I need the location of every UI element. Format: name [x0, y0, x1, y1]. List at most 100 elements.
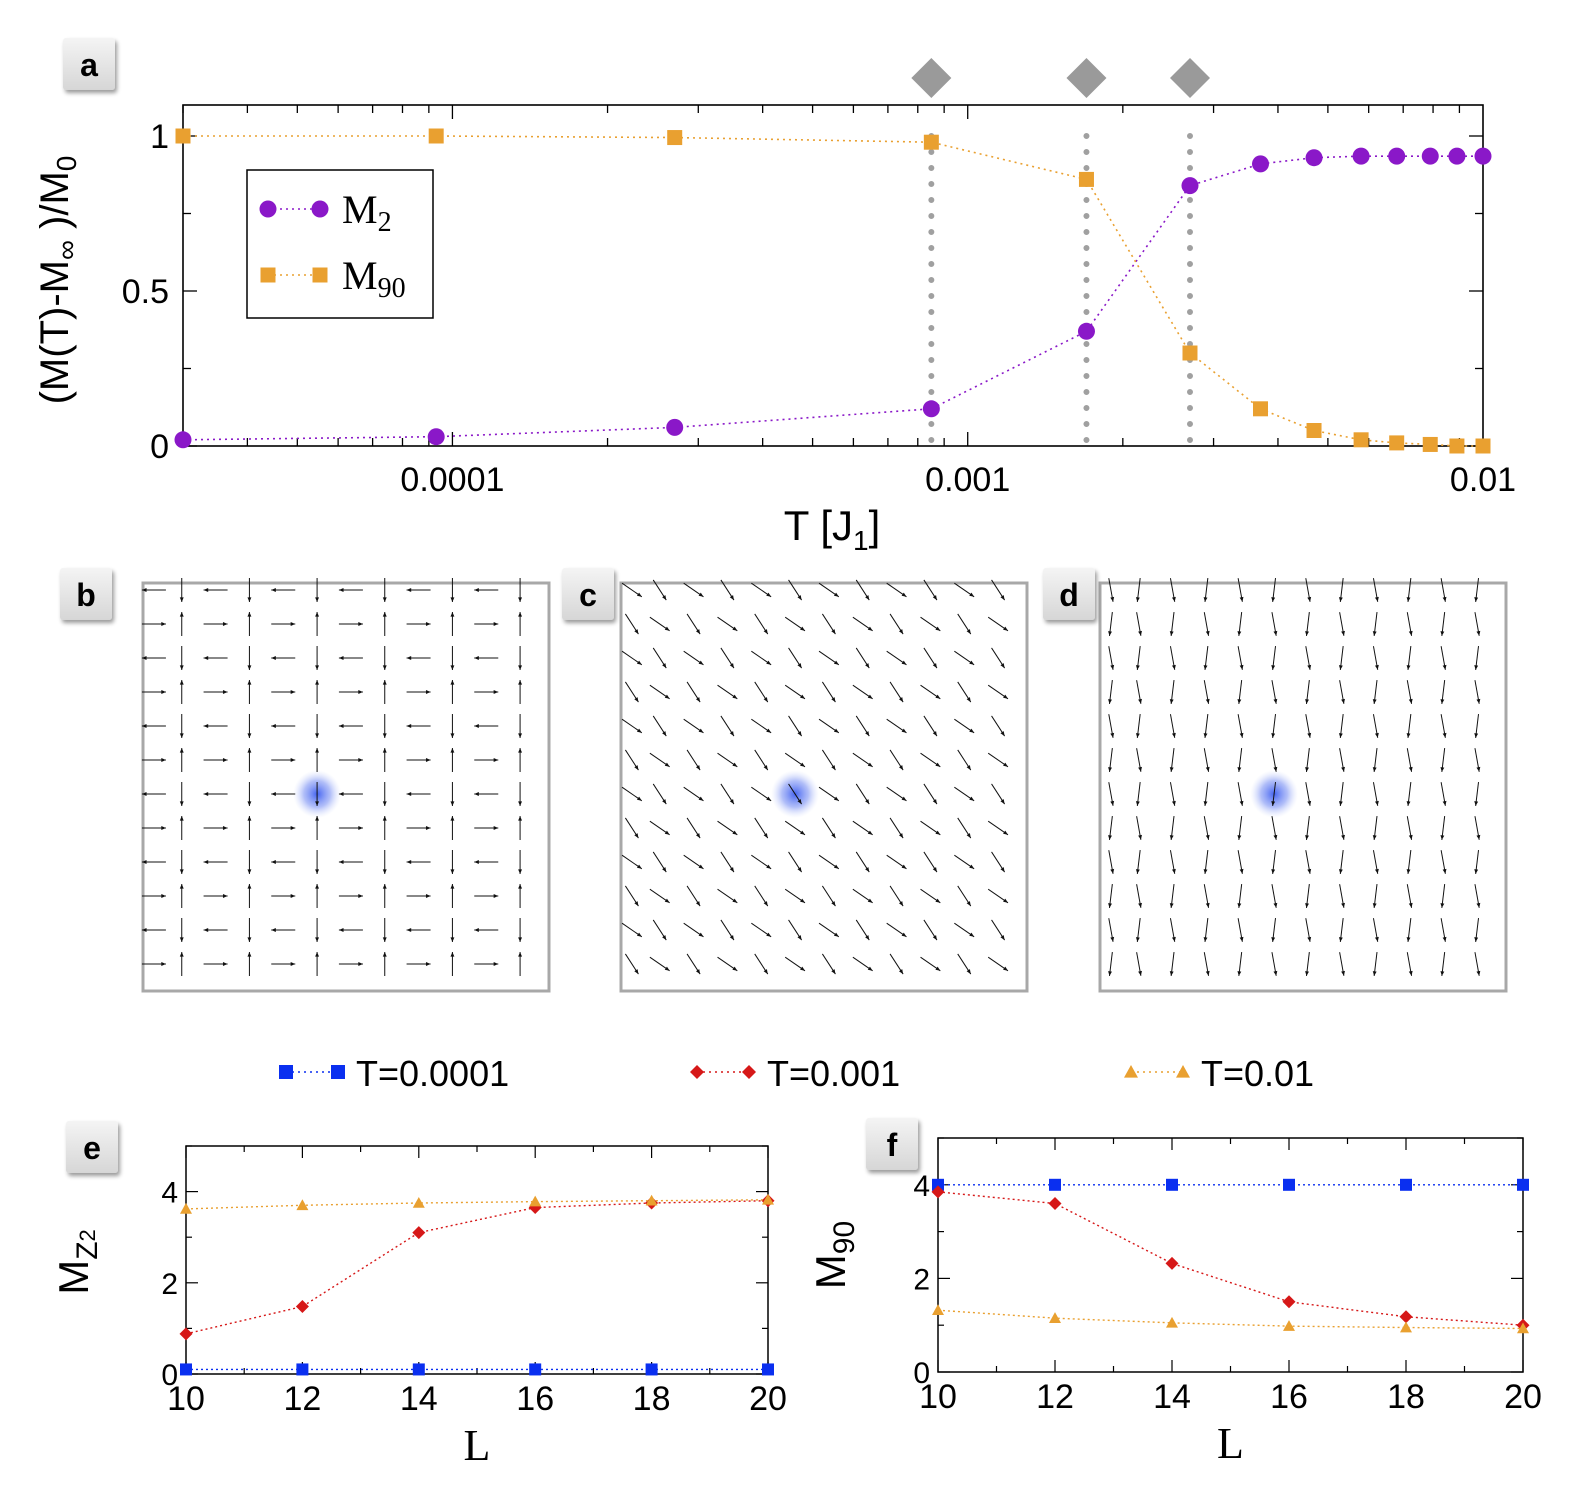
spin-arrow-head: [315, 884, 320, 889]
spin-arrow-head: [493, 894, 499, 898]
spin-arrow-head: [831, 969, 836, 975]
panel-label-f: f: [866, 1118, 918, 1170]
spin-arrow-head: [1000, 867, 1005, 873]
spin-arrow-head: [338, 588, 344, 592]
series-t01-point: [1283, 1320, 1295, 1331]
spin-arrow-head: [1239, 868, 1244, 874]
spin-arrow-head: [1408, 766, 1413, 772]
spin-arrow-head: [1237, 631, 1242, 636]
spin-arrow-head: [382, 952, 387, 957]
spin-arrow-head: [662, 867, 667, 873]
spin-arrow-head: [1000, 731, 1005, 737]
spin-arrow-head: [179, 733, 184, 738]
spin-arrow-head: [833, 660, 839, 665]
spin-arrow-head: [1108, 767, 1112, 772]
spin-arrow-head: [141, 656, 147, 660]
panel-e: 10 12 14 16 18 20 0 2 4 L MZ2: [50, 1145, 787, 1470]
spin-arrow-head: [161, 690, 166, 694]
series-m2-point: [174, 431, 192, 449]
spin-arrow-head: [664, 966, 670, 971]
spin-arrow-head: [664, 626, 670, 631]
series-m2-point: [1252, 155, 1270, 173]
spin-arrow-head: [1374, 664, 1379, 670]
x-axis-label-sub: 1: [853, 525, 869, 556]
spin-panel-frame: [619, 581, 1029, 993]
x-tick-label: 16: [516, 1380, 554, 1418]
spin-arrow-head: [382, 937, 387, 942]
spin-arrow-head: [831, 765, 836, 771]
series-t01-point: [296, 1199, 309, 1211]
x-tick-label: 14: [1153, 1378, 1191, 1416]
spin-arrow-head: [1273, 834, 1278, 840]
spin-arrow-head: [179, 680, 184, 685]
spin-arrow-head: [518, 597, 523, 602]
spin-arrow-head: [1237, 699, 1242, 704]
panel-label-b-text: b: [76, 577, 96, 613]
spin-arrow-head: [450, 952, 455, 957]
spin-arrow-head: [1271, 733, 1276, 738]
y-axis-label-sub: 90: [828, 1221, 861, 1254]
spin-arrow-head: [831, 901, 836, 907]
spin-arrow-head: [695, 697, 701, 703]
spin-arrow-head: [800, 966, 805, 971]
spin-arrow-head: [315, 869, 320, 874]
spin-arrow-head: [518, 612, 523, 617]
series-t0001-point: [1049, 1178, 1061, 1191]
spin-arrow-head: [315, 733, 320, 738]
spin-arrow-head: [358, 962, 363, 966]
spin-arrow-head: [729, 731, 734, 737]
spin-arrow-head: [732, 626, 738, 631]
spin-arrow-head: [763, 901, 768, 907]
spin-arrow-head: [763, 833, 768, 839]
spin-arrow-head: [382, 801, 387, 806]
series-t0001-point: [412, 1363, 425, 1376]
spin-arrow-head: [1442, 664, 1447, 670]
spin-arrow-head: [1135, 869, 1140, 874]
x-axis-label: L: [464, 1421, 491, 1470]
spin-arrow-head: [1341, 766, 1345, 772]
spin-arrow-head: [1110, 664, 1115, 670]
spin-arrow-head: [969, 728, 975, 733]
spin-arrow-head: [1305, 699, 1309, 704]
spin-arrow-head: [901, 864, 907, 869]
spin-arrow-head: [729, 935, 734, 941]
spin-arrow-head: [1305, 835, 1309, 840]
spin-arrow-head: [1135, 937, 1140, 942]
spin-arrow-head: [1408, 970, 1413, 976]
series-m2-point: [1448, 147, 1466, 165]
series-t01-point: [1400, 1321, 1412, 1333]
spin-panel-b: [141, 578, 551, 993]
spin-arrow-head: [898, 833, 904, 839]
spin-arrow-head: [271, 656, 276, 660]
spin-arrow-head: [1108, 699, 1112, 704]
spin-arrow-head: [1000, 935, 1005, 941]
spin-arrow-head: [1440, 835, 1445, 840]
spin-arrow-head: [901, 932, 907, 937]
spin-arrow-head: [1474, 597, 1479, 602]
spin-arrow-head: [247, 748, 252, 753]
series-m90-point: [1475, 438, 1491, 454]
series-t001-point: [1282, 1295, 1296, 1309]
spin-arrow-head: [450, 801, 455, 806]
spin-arrow-head: [1440, 903, 1445, 908]
spin-arrow-head: [969, 932, 975, 937]
spin-arrow-head: [763, 697, 768, 703]
spin-arrow-head: [732, 830, 738, 835]
spin-arrow-head: [831, 629, 836, 635]
series-m2-point: [427, 428, 445, 446]
x-axis-label-end: ]: [869, 502, 881, 549]
spin-arrow-head: [1003, 966, 1008, 971]
spin-arrow-head: [1271, 801, 1276, 806]
series-m2-point: [1352, 147, 1370, 165]
series-t0001-point: [1400, 1178, 1412, 1191]
spin-arrow-head: [382, 597, 387, 602]
spin-arrow-head: [935, 898, 941, 903]
spin-arrow-head: [518, 816, 523, 821]
spin-arrow-head: [800, 830, 805, 835]
spin-arrow-head: [450, 612, 455, 617]
series-t0001-point: [1517, 1178, 1529, 1191]
spin-arrow-head: [1169, 971, 1174, 976]
spin-arrow-head: [474, 724, 479, 728]
spin-arrow-head: [1003, 830, 1008, 835]
y-tick-label: 4: [161, 1177, 178, 1210]
